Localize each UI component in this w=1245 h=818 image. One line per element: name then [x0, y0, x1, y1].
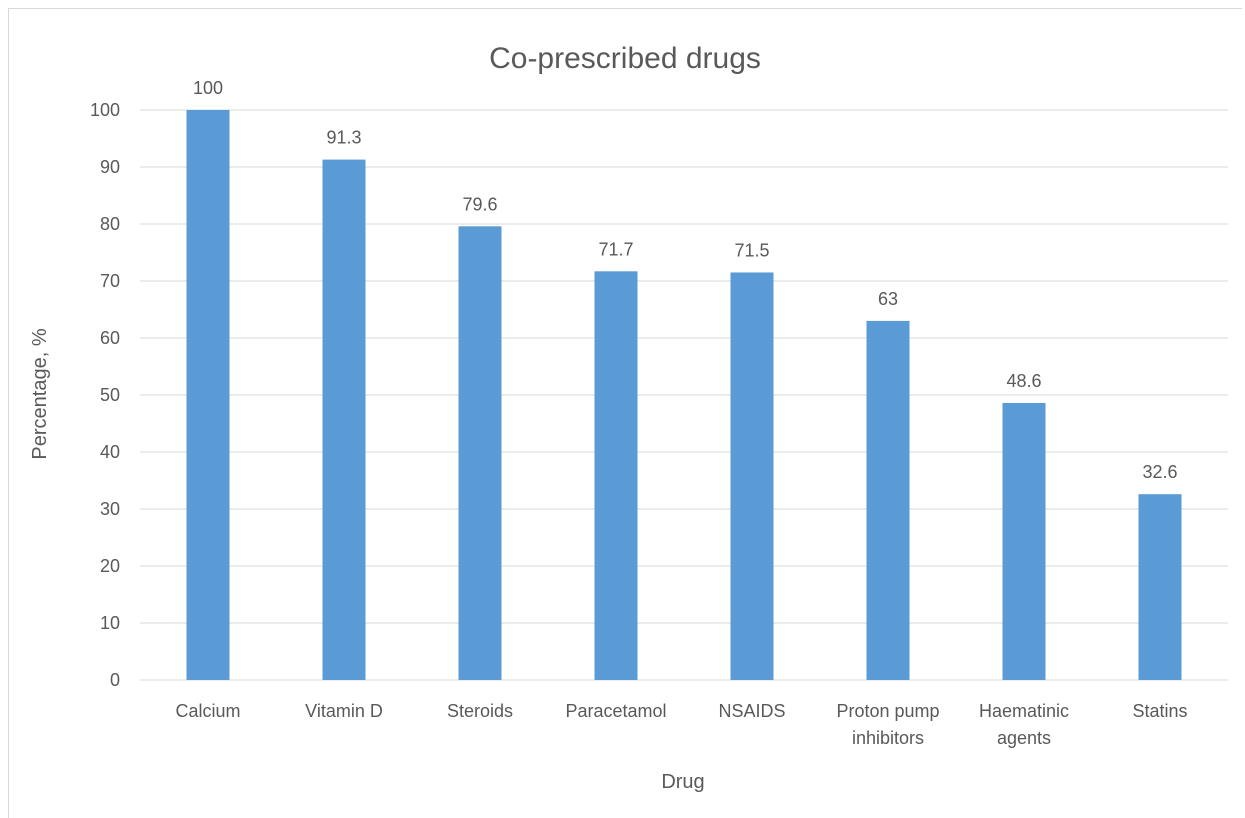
- data-label: 32.6: [1142, 462, 1177, 482]
- x-tick-label: Proton pump: [836, 701, 939, 721]
- gridlines: [140, 109, 1228, 681]
- data-label: 71.5: [734, 240, 769, 260]
- y-tick-label: 50: [100, 385, 120, 405]
- y-tick-label: 70: [100, 271, 120, 291]
- x-axis-title: Drug: [661, 771, 704, 793]
- data-label: 79.6: [462, 194, 497, 214]
- y-tick-label: 90: [100, 157, 120, 177]
- x-tick-label: agents: [997, 728, 1051, 748]
- data-labels: 100 91.3 79.6 71.7 71.5 63 48.6 32.6: [193, 78, 1178, 482]
- data-label: 71.7: [598, 239, 633, 259]
- data-label: 100: [193, 78, 223, 98]
- y-tick-label: 10: [100, 613, 120, 633]
- bar: [1138, 494, 1182, 680]
- chart-frame: [8, 8, 1242, 818]
- data-label: 48.6: [1006, 371, 1041, 391]
- x-axis-ticks: Calcium Vitamin D Steroids Paracetamol NSAID…: [175, 701, 1187, 748]
- y-tick-label: 100: [90, 100, 120, 120]
- bars: [186, 110, 1182, 681]
- bar: [594, 271, 638, 680]
- y-tick-label: 80: [100, 214, 120, 234]
- bar: [458, 226, 502, 680]
- bar: [186, 110, 230, 680]
- bar: [1002, 402, 1046, 680]
- data-label: 63: [878, 289, 898, 309]
- x-tick-label: Haematinic: [979, 701, 1069, 721]
- y-tick-label: 40: [100, 442, 120, 462]
- x-tick-label: Paracetamol: [565, 701, 666, 721]
- y-axis-ticks: 0 10 20 30 40 50 60 70 80 90 100: [90, 100, 120, 690]
- y-tick-label: 20: [100, 556, 120, 576]
- y-axis-title: Percentage, %: [29, 328, 51, 459]
- x-tick-label: Statins: [1132, 701, 1187, 721]
- data-label: 91.3: [326, 128, 361, 148]
- x-tick-label: NSAIDS: [718, 701, 785, 721]
- x-tick-label: Steroids: [447, 701, 513, 721]
- bar: [322, 159, 366, 681]
- y-tick-label: 60: [100, 328, 120, 348]
- bar: [730, 272, 774, 680]
- bar: [866, 320, 910, 680]
- x-tick-label: inhibitors: [852, 728, 924, 748]
- x-tick-label: Calcium: [175, 701, 240, 721]
- x-tick-label: Vitamin D: [305, 701, 383, 721]
- chart-title: Co-prescribed drugs: [489, 42, 761, 75]
- y-tick-label: 0: [110, 670, 120, 690]
- y-tick-label: 30: [100, 499, 120, 519]
